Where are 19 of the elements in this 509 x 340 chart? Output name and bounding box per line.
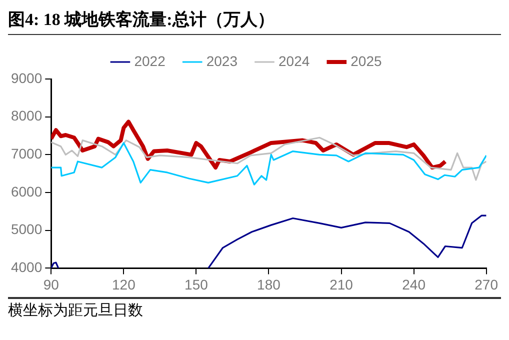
x-tick-label: 270 [474, 276, 498, 292]
legend-label: 2022 [134, 52, 166, 69]
chart-title: 图4: 18 城地铁客流量:总计（万人） [8, 8, 501, 35]
x-tick-label: 240 [402, 276, 426, 292]
x-tick-label: 150 [184, 276, 208, 292]
x-tick-label: 120 [112, 276, 136, 292]
x-tick-label: 180 [257, 276, 281, 292]
y-tick-label: 4000 [10, 259, 42, 276]
y-tick-label: 8000 [10, 108, 42, 124]
x-tick-label: 90 [43, 276, 60, 292]
y-tick-label: 7000 [10, 146, 42, 162]
y-tick-label: 9000 [10, 70, 42, 86]
legend-label: 2025 [350, 52, 382, 69]
x-tick-label: 210 [330, 276, 354, 292]
text: 横坐标为距元旦日数 [8, 303, 143, 319]
legend-label: 2023 [206, 52, 238, 69]
y-tick-label: 5000 [10, 221, 42, 238]
y-tick-label: 6000 [10, 183, 42, 200]
legend-label: 2024 [278, 52, 310, 69]
